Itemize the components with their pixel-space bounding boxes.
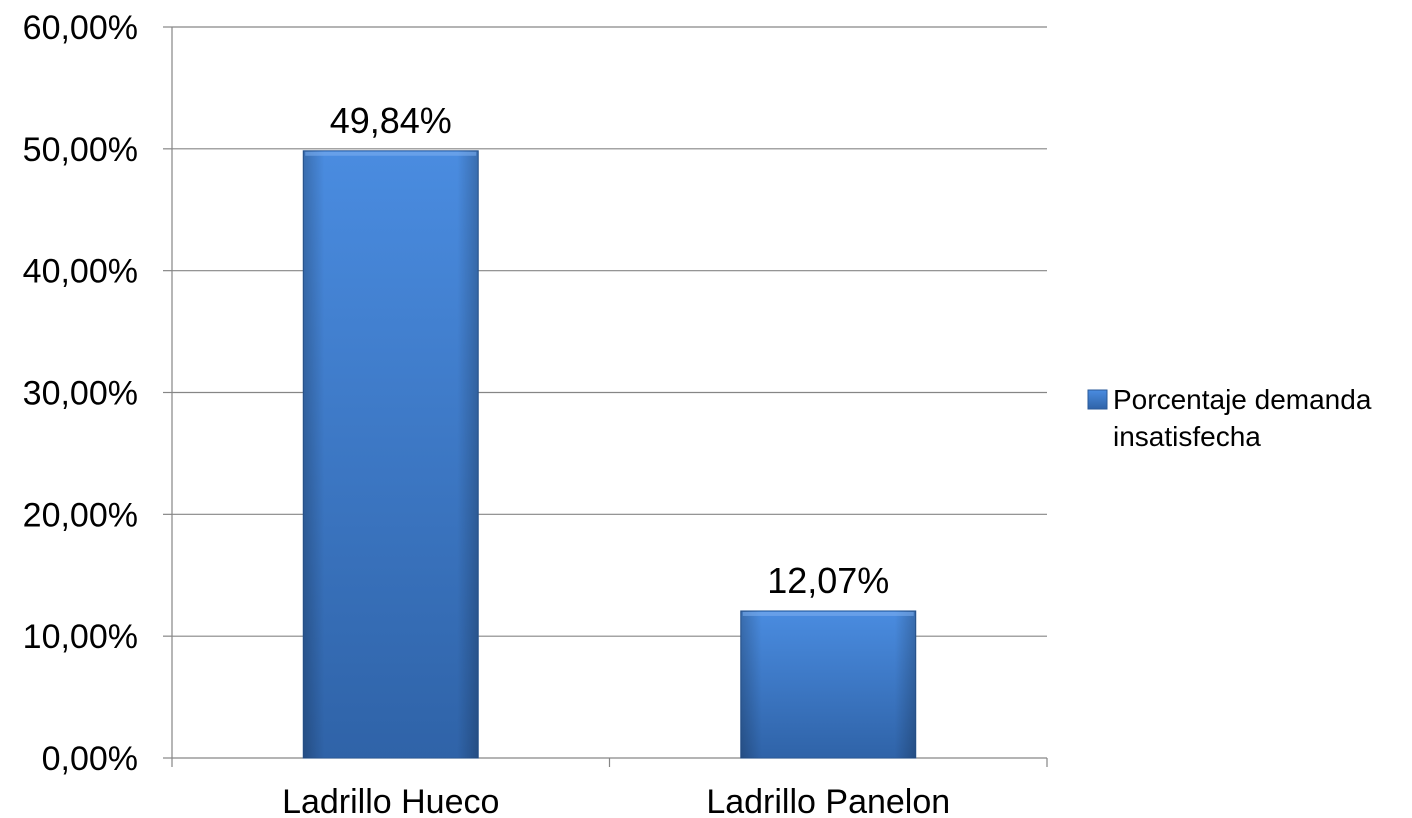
bars — [302, 150, 917, 759]
data-label: 49,84% — [330, 100, 452, 141]
y-tick-label: 0,00% — [42, 740, 138, 778]
legend-label-line-2: insatisfecha — [1113, 421, 1261, 452]
legend-swatch — [1087, 389, 1108, 410]
bar-highlight — [742, 611, 914, 616]
bar-shading — [303, 150, 479, 759]
y-axis-ticks: 0,00% 10,00% 20,00% 30,00% 40,00% 50,00% 60,00… — [23, 9, 172, 778]
y-tick-label: 60,00% — [23, 9, 138, 47]
y-tick-label: 30,00% — [23, 375, 138, 413]
legend-label-line-1: Porcentaje demanda — [1113, 384, 1372, 415]
y-tick-label: 50,00% — [23, 131, 138, 169]
y-tick-label: 40,00% — [23, 253, 138, 291]
x-axis-labels: Ladrillo Hueco Ladrillo Panelon — [282, 783, 950, 818]
x-tick-label: Ladrillo Panelon — [706, 783, 950, 818]
bar-shading — [740, 610, 916, 758]
bar-highlight — [305, 151, 477, 156]
y-tick-label: 20,00% — [23, 496, 138, 534]
legend: Porcentaje demanda insatisfecha — [1087, 384, 1372, 452]
y-tick-label: 10,00% — [23, 618, 138, 656]
data-labels: 49,84% 12,07% — [330, 100, 890, 601]
data-label: 12,07% — [767, 560, 889, 601]
x-tick-label: Ladrillo Hueco — [282, 783, 499, 818]
